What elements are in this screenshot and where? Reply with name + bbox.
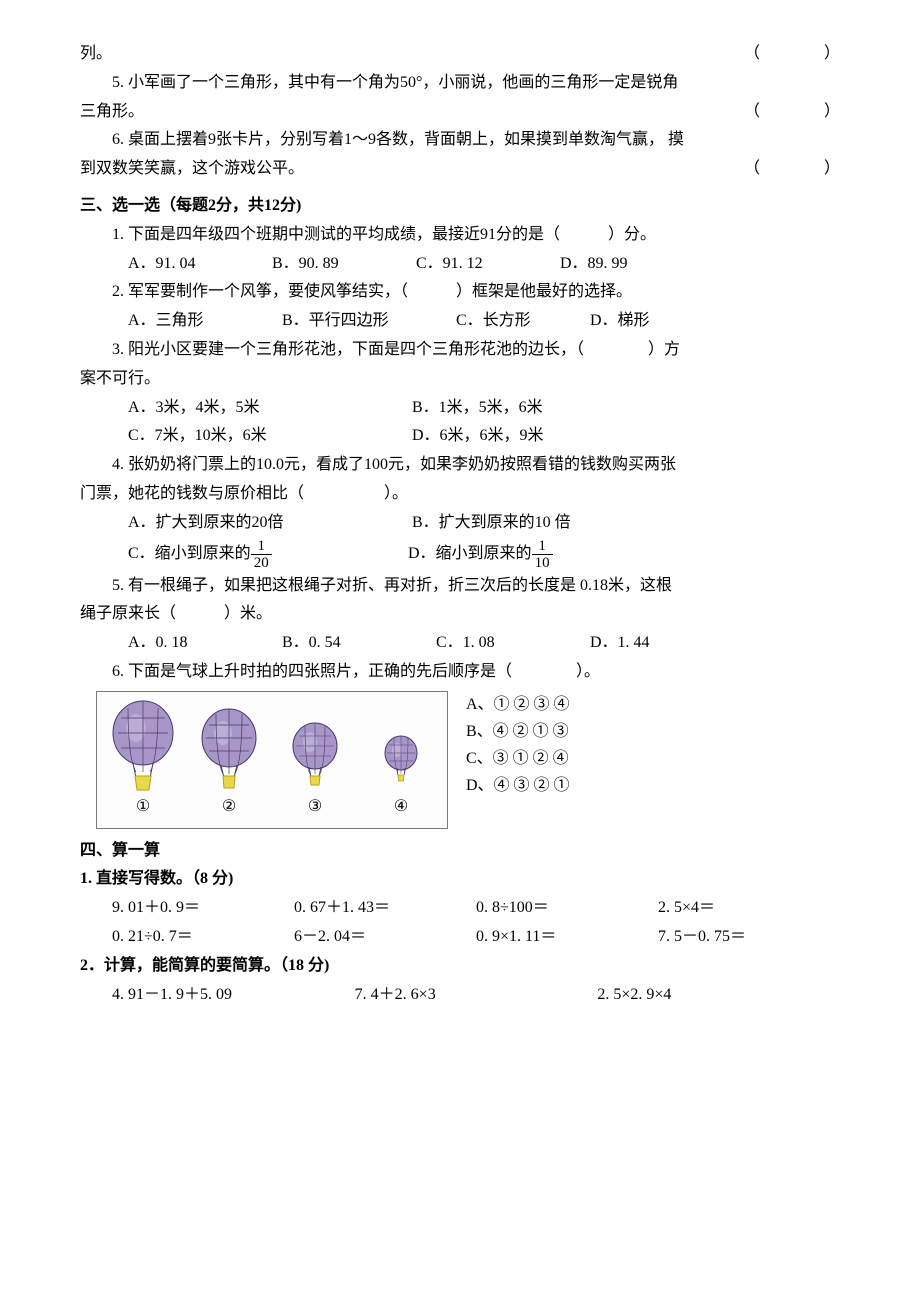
q2-6b: 到双数笑笑赢，这个游戏公平。 （ ） bbox=[80, 155, 840, 184]
opt-b: B、④ ② ① ③ bbox=[466, 718, 570, 745]
balloon-label: ② bbox=[189, 793, 269, 822]
balloon-4: ④ bbox=[361, 698, 441, 822]
opt-b: B．1米，5米，6米 bbox=[412, 394, 543, 423]
s3-q3-opts1: A．3米，4米，5米 B．1米，5米，6米 bbox=[80, 394, 840, 423]
opt-b: B．扩大到原来的10 倍 bbox=[412, 509, 571, 538]
s3-q2-opts: A．三角形 B．平行四边形 C．长方形 D．梯形 bbox=[80, 307, 840, 336]
s3-q5b: 绳子原来长（ ）米。 bbox=[80, 600, 840, 629]
opt-a: A、① ② ③ ④ bbox=[466, 691, 570, 718]
opt-c: C、③ ① ② ④ bbox=[466, 745, 570, 772]
s3-q4-opts2: C．缩小到原来的 120 D．缩小到原来的 110 bbox=[80, 538, 840, 572]
opt-d: D、④ ③ ② ① bbox=[466, 772, 570, 799]
opt-b: B．平行四边形 bbox=[282, 307, 452, 336]
opt-c-pre: C．缩小到原来的 bbox=[128, 540, 251, 569]
calc-row-1: 9. 01＋0. 9＝ 0. 67＋1. 43＝ 0. 8÷100＝ 2. 5×… bbox=[80, 894, 840, 923]
q2-6b-text: 到双数笑笑赢，这个游戏公平。 bbox=[80, 155, 304, 184]
balloon-label: ① bbox=[103, 793, 183, 822]
balloon-images: ① ② ③ bbox=[96, 691, 448, 829]
balloon-row: ① ② ③ bbox=[80, 691, 840, 829]
s4-sub1: 1. 直接写得数。（8 分) bbox=[80, 865, 840, 894]
s3-q3a: 3. 阳光小区要建一个三角形花池，下面是四个三角形花池的边长，（ ）方 bbox=[80, 336, 840, 365]
s3-q6: 6. 下面是气球上升时拍的四张照片，正确的先后顺序是（ ）。 bbox=[80, 658, 840, 687]
calc-a: 9. 01＋0. 9＝ bbox=[112, 894, 294, 923]
partial-q-line: 列。 （ ） bbox=[80, 40, 840, 69]
opt-a: A．三角形 bbox=[128, 307, 278, 336]
section-3-header: 三、选一选（每题2分，共12分) bbox=[80, 192, 840, 221]
frac-den: 10 bbox=[532, 555, 553, 572]
calc-b: 7. 4＋2. 6×3 bbox=[355, 981, 598, 1010]
calc-b: 6－2. 04＝ bbox=[294, 923, 476, 952]
fraction-icon: 120 bbox=[251, 538, 272, 572]
balloon-icon bbox=[192, 698, 267, 793]
frac-den: 20 bbox=[251, 555, 272, 572]
frac-num: 1 bbox=[251, 538, 272, 556]
opt-c: C．7米，10米，6米 bbox=[128, 422, 408, 451]
q2-5b: 三角形。 （ ） bbox=[80, 98, 840, 127]
balloon-2: ② bbox=[189, 698, 269, 822]
opt-c: C．91. 12 bbox=[416, 250, 556, 279]
opt-a: A．0. 18 bbox=[128, 629, 278, 658]
opt-b: B．0. 54 bbox=[282, 629, 432, 658]
opt-d: D．梯形 bbox=[590, 307, 650, 336]
s3-q1-opts: A．91. 04 B．90. 89 C．91. 12 D．89. 99 bbox=[80, 250, 840, 279]
calc-c: 0. 8÷100＝ bbox=[476, 894, 658, 923]
opt-b: B．90. 89 bbox=[272, 250, 412, 279]
opt-c: C．缩小到原来的 120 bbox=[128, 538, 408, 572]
balloon-icon bbox=[278, 698, 353, 793]
frac-num: 1 bbox=[532, 538, 553, 556]
calc-row-3: 4. 91－1. 9＋5. 09 7. 4＋2. 6×3 2. 5×2. 9×4 bbox=[80, 981, 840, 1010]
s3-q5a: 5. 有一根绳子，如果把这根绳子对折、再对折，折三次后的长度是 0.18米，这根 bbox=[80, 572, 840, 601]
answer-paren: （ ） bbox=[744, 155, 840, 184]
opt-a: A．3米，4米，5米 bbox=[128, 394, 408, 423]
balloon-label: ③ bbox=[275, 793, 355, 822]
opt-c: C．1. 08 bbox=[436, 629, 586, 658]
balloon-label: ④ bbox=[361, 793, 441, 822]
balloon-3: ③ bbox=[275, 698, 355, 822]
balloon-icon bbox=[106, 698, 181, 793]
opt-d: D．1. 44 bbox=[590, 629, 650, 658]
opt-d: D．缩小到原来的 110 bbox=[408, 538, 553, 572]
s3-q5-opts: A．0. 18 B．0. 54 C．1. 08 D．1. 44 bbox=[80, 629, 840, 658]
calc-c: 0. 9×1. 11＝ bbox=[476, 923, 658, 952]
opt-a: A．91. 04 bbox=[128, 250, 268, 279]
q2-6: 6. 桌面上摆着9张卡片，分别写着1～9各数，背面朝上，如果摸到单数淘气赢， 摸 bbox=[80, 126, 840, 155]
q2-5: 5. 小军画了一个三角形，其中有一个角为50°，小丽说，他画的三角形一定是锐角 bbox=[80, 69, 840, 98]
calc-a: 0. 21÷0. 7＝ bbox=[112, 923, 294, 952]
balloon-1: ① bbox=[103, 698, 183, 822]
opt-d: D．6米，6米，9米 bbox=[412, 422, 544, 451]
s3-q4a: 4. 张奶奶将门票上的10.0元，看成了100元，如果李奶奶按照看错的钱数购买两… bbox=[80, 451, 840, 480]
s3-q4b: 门票，她花的钱数与原价相比（ ）。 bbox=[80, 480, 840, 509]
s3-q3b: 案不可行。 bbox=[80, 365, 840, 394]
s3-q1: 1. 下面是四年级四个班期中测试的平均成绩，最接近91分的是（ ）分。 bbox=[80, 221, 840, 250]
balloon-icon bbox=[364, 698, 439, 793]
s3-q6-opts: A、① ② ③ ④ B、④ ② ① ③ C、③ ① ② ④ D、④ ③ ② ① bbox=[458, 691, 570, 800]
calc-b: 0. 67＋1. 43＝ bbox=[294, 894, 476, 923]
opt-d: D．89. 99 bbox=[560, 250, 628, 279]
answer-paren: （ ） bbox=[744, 98, 840, 127]
section-4-header: 四、算一算 bbox=[80, 837, 840, 866]
s3-q3-opts2: C．7米，10米，6米 D．6米，6米，9米 bbox=[80, 422, 840, 451]
calc-c: 2. 5×2. 9×4 bbox=[597, 981, 840, 1010]
opt-d-pre: D．缩小到原来的 bbox=[408, 540, 532, 569]
fraction-icon: 110 bbox=[532, 538, 553, 572]
partial-text: 列。 bbox=[80, 40, 112, 69]
opt-a: A．扩大到原来的20倍 bbox=[128, 509, 408, 538]
calc-d: 2. 5×4＝ bbox=[658, 894, 840, 923]
q2-5b-text: 三角形。 bbox=[80, 98, 144, 127]
s3-q4-opts1: A．扩大到原来的20倍 B．扩大到原来的10 倍 bbox=[80, 509, 840, 538]
calc-d: 7. 5－0. 75＝ bbox=[658, 923, 840, 952]
opt-c: C．长方形 bbox=[456, 307, 586, 336]
calc-a: 4. 91－1. 9＋5. 09 bbox=[112, 981, 355, 1010]
calc-row-2: 0. 21÷0. 7＝ 6－2. 04＝ 0. 9×1. 11＝ 7. 5－0.… bbox=[80, 923, 840, 952]
s4-sub2: 2．计算，能简算的要简算。（18 分) bbox=[80, 952, 840, 981]
answer-paren: （ ） bbox=[744, 40, 840, 69]
s3-q2: 2. 军军要制作一个风筝，要使风筝结实，（ ）框架是他最好的选择。 bbox=[80, 278, 840, 307]
